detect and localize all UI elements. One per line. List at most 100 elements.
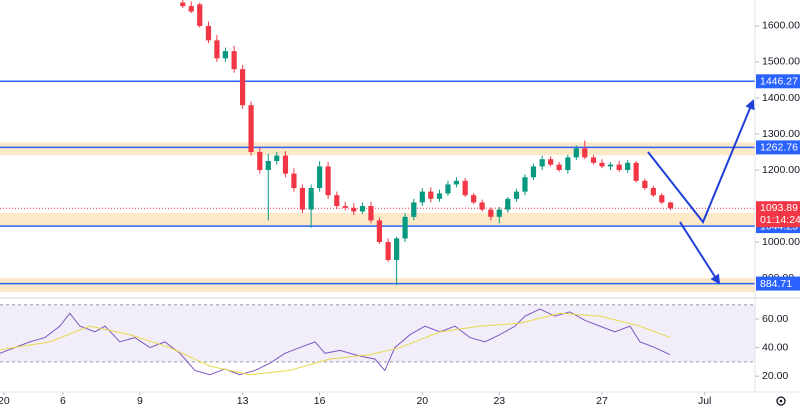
candle-body [214, 40, 220, 59]
candle-body [180, 2, 186, 7]
rsi-y-tick-label: 60.00 [762, 313, 788, 325]
level-label: 1262.76 [760, 142, 798, 154]
rsi-y-tick-label: 40.00 [762, 341, 788, 353]
candle-body [351, 207, 357, 212]
rsi-y-tick-label: 20.00 [762, 370, 788, 382]
candle-body [445, 184, 451, 194]
level-label-box [756, 276, 800, 291]
candle-body [308, 188, 314, 210]
x-tick-label: 9 [137, 395, 143, 407]
zone [0, 142, 755, 156]
candle-body [650, 188, 656, 196]
candle-body [239, 69, 246, 106]
candle-body [488, 209, 494, 217]
zone [0, 212, 755, 227]
candle-body [291, 173, 297, 189]
candle-body [539, 159, 545, 167]
x-tick-label: 23 [493, 395, 505, 407]
zone [0, 278, 755, 293]
last-price-label: 1093.89 [760, 202, 798, 214]
candle-body [436, 193, 443, 199]
last-price-box [756, 201, 800, 228]
y-tick-label: 1200.00 [762, 164, 800, 176]
candle-body [368, 206, 374, 221]
candle-body [342, 206, 348, 208]
x-tick-label: 20 [0, 395, 10, 407]
forecast-arrows [647, 99, 755, 285]
x-tick-label: 13 [237, 395, 249, 407]
gear[interactable] [776, 396, 786, 406]
y-tick-label: 1600.00 [762, 20, 800, 32]
candle-body [205, 25, 212, 41]
candle-body [607, 164, 614, 167]
candle-body [231, 51, 237, 70]
candle-body [505, 198, 511, 210]
candle-body [376, 220, 383, 243]
gear-center[interactable] [779, 399, 783, 403]
candle-body [359, 206, 366, 212]
candle-body [394, 238, 400, 261]
candle-body [334, 195, 340, 207]
candle-body [222, 51, 228, 59]
candle-body [616, 164, 622, 171]
rsi-line [0, 308, 671, 376]
candle-body [573, 148, 579, 158]
candle-body [479, 202, 485, 210]
axes: 1600.001500.001400.001300.001200.001100.… [0, 20, 800, 407]
rsi-ma-line [0, 312, 671, 376]
candle-body [642, 180, 648, 189]
level-label: 884.71 [760, 278, 792, 290]
candle-body [582, 148, 588, 158]
candle-body [188, 6, 194, 12]
rsi-pane [0, 304, 755, 376]
x-tick-label: Jul [698, 395, 711, 407]
candle-body [197, 4, 203, 26]
candle-body [274, 155, 280, 162]
candle-body [633, 162, 639, 181]
arrow-down [679, 221, 721, 285]
candle-body [317, 166, 323, 189]
x-tick-label: 27 [596, 395, 608, 407]
candle-body [625, 162, 631, 171]
candle-body [402, 216, 408, 239]
x-tick-label: 16 [314, 395, 326, 407]
level-label-box [756, 140, 800, 155]
candle-body [522, 177, 528, 192]
candle-body [667, 202, 674, 209]
candle-body [419, 191, 425, 203]
candle-body [659, 195, 665, 203]
candle-body [282, 155, 289, 174]
candle-body [453, 180, 460, 185]
level-label: 1446.27 [760, 76, 798, 88]
arrow-up [647, 99, 755, 224]
candle-body [411, 202, 417, 217]
level-label-box [756, 74, 800, 89]
candle-body [599, 162, 605, 167]
candle-body [513, 191, 520, 199]
y-tick-label: 1300.00 [762, 128, 800, 140]
candle-body [248, 105, 254, 153]
candle-body [265, 161, 271, 171]
settings-icon[interactable] [776, 396, 786, 406]
rsi-band [0, 304, 755, 362]
candle-body [462, 180, 468, 196]
candle-body [496, 209, 502, 217]
x-tick-label: 20 [416, 395, 428, 407]
candle-body [325, 166, 331, 196]
countdown-label: 01:14:24 [760, 214, 800, 226]
candle-body [556, 164, 562, 171]
candle-body [385, 242, 391, 261]
x-tick-label: 6 [60, 395, 66, 407]
candle-body [257, 152, 263, 171]
y-tick-label: 1500.00 [762, 56, 800, 68]
candle-body [590, 157, 597, 163]
candle-body [530, 166, 537, 178]
y-tick-label: 1000.00 [762, 236, 800, 248]
candle-body [548, 159, 554, 165]
candle-body [299, 188, 306, 210]
price-pane [0, 0, 755, 293]
candle-body [428, 191, 434, 199]
